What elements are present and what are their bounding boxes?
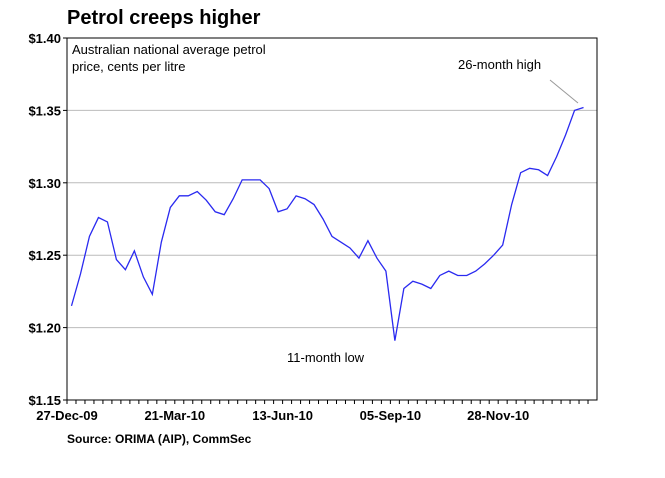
plot-frame [66, 37, 598, 401]
y-tick-label: $1.35 [28, 103, 61, 118]
y-tick-label: $1.15 [28, 393, 61, 408]
subtitle: price, cents per litre [72, 59, 185, 74]
chart-title: Petrol creeps higher [67, 7, 261, 29]
y-tick-label: $1.40 [28, 31, 61, 46]
annotation-pointer [549, 79, 579, 104]
annotation: 26-month high [458, 57, 541, 72]
source: Source: ORIMA (AIP), CommSec [67, 432, 252, 446]
x-tick-label: 28-Nov-10 [467, 408, 529, 423]
subtitle: Australian national average petrol [72, 42, 266, 57]
x-tick-label: 05-Sep-10 [360, 408, 421, 423]
y-tick-label: $1.25 [28, 248, 61, 263]
annotation: 11-month low [287, 350, 365, 365]
y-tick-label: $1.20 [28, 321, 61, 336]
x-tick-label: 13-Jun-10 [252, 408, 313, 423]
y-tick-label: $1.30 [28, 176, 61, 191]
price-line [70, 106, 584, 341]
x-tick-label: 21-Mar-10 [144, 408, 205, 423]
x-tick-label: 27-Dec-09 [36, 408, 97, 423]
